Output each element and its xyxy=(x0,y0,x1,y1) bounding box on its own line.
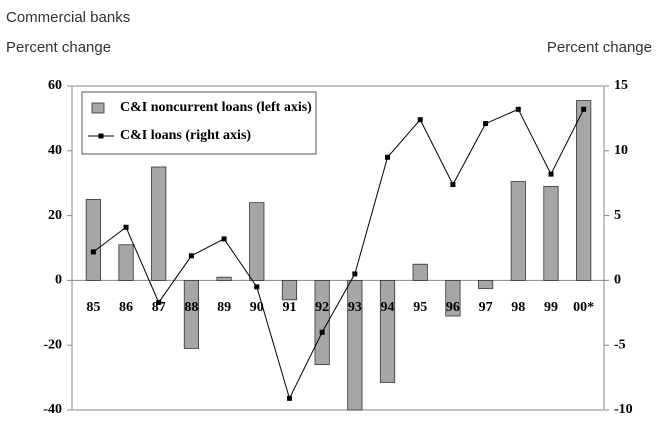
plot-frame xyxy=(71,85,605,411)
x-tick-label: 95 xyxy=(413,300,427,315)
chart-title: Commercial banks xyxy=(6,9,130,26)
y-tick-label: 60 xyxy=(48,78,62,93)
bar xyxy=(478,279,494,289)
x-tick-label: 96 xyxy=(446,300,460,315)
legend-label: C&I loans (right axis) xyxy=(120,128,251,143)
bar xyxy=(151,166,167,281)
bar xyxy=(249,202,265,281)
x-tick-label: 88 xyxy=(184,300,198,315)
x-tick-label: 98 xyxy=(511,300,525,315)
x-tick-label: 85 xyxy=(86,300,100,315)
y-tick-label: 20 xyxy=(48,208,62,223)
y2-tick-label: -5 xyxy=(614,337,626,352)
y-tick-label: -20 xyxy=(43,337,62,352)
marker xyxy=(156,299,162,305)
x-tick-label: 87 xyxy=(152,300,166,315)
x-tick-label: 99 xyxy=(544,300,558,315)
x-tick-label: 89 xyxy=(217,300,231,315)
bar xyxy=(85,198,101,281)
x-tick-label: 90 xyxy=(250,300,264,315)
x-tick-label: 92 xyxy=(315,300,329,315)
bar xyxy=(543,186,559,281)
bar xyxy=(347,279,363,411)
marker xyxy=(319,329,325,335)
y2-tick-label: 5 xyxy=(614,208,621,223)
y2-tick-label: 10 xyxy=(614,143,628,158)
x-tick-label: 94 xyxy=(381,300,395,315)
bar xyxy=(412,263,428,281)
legend-marker xyxy=(98,133,104,139)
marker xyxy=(123,224,129,230)
bar xyxy=(576,100,592,281)
y2-tick-label: 15 xyxy=(614,78,628,93)
bar xyxy=(183,279,199,349)
y-tick-label: -40 xyxy=(43,402,62,417)
bar xyxy=(314,279,330,366)
bar xyxy=(445,279,461,317)
marker xyxy=(352,271,358,277)
y2-tick-label: -10 xyxy=(614,402,633,417)
bar xyxy=(281,279,298,301)
marker xyxy=(581,106,587,112)
marker xyxy=(385,154,391,160)
legend-label: C&I noncurrent loans (left axis) xyxy=(120,100,312,115)
bar xyxy=(118,244,134,281)
y-tick-label: 0 xyxy=(55,273,62,288)
bar xyxy=(510,181,526,281)
marker xyxy=(515,106,521,112)
x-tick-label: 86 xyxy=(119,300,133,315)
marker xyxy=(548,171,554,177)
marker xyxy=(254,284,260,290)
y-axis-label: Percent change xyxy=(6,39,111,56)
x-tick-label: 93 xyxy=(348,300,362,315)
y2-axis-label: Percent change xyxy=(547,39,652,56)
marker xyxy=(286,395,292,401)
y2-tick-label: 0 xyxy=(614,273,621,288)
marker xyxy=(417,117,423,123)
x-tick-label: 97 xyxy=(479,300,493,315)
marker xyxy=(483,121,489,127)
y-tick-label: 40 xyxy=(48,143,62,158)
marker xyxy=(221,236,227,242)
x-tick-label: 00* xyxy=(573,300,594,315)
legend-box xyxy=(81,91,317,155)
x-tick-label: 91 xyxy=(282,300,296,315)
legend-swatch xyxy=(91,102,105,114)
bar xyxy=(216,276,232,281)
bar xyxy=(379,279,396,383)
marker xyxy=(90,249,96,255)
marker xyxy=(450,181,456,187)
line xyxy=(93,108,585,400)
marker xyxy=(188,253,194,259)
